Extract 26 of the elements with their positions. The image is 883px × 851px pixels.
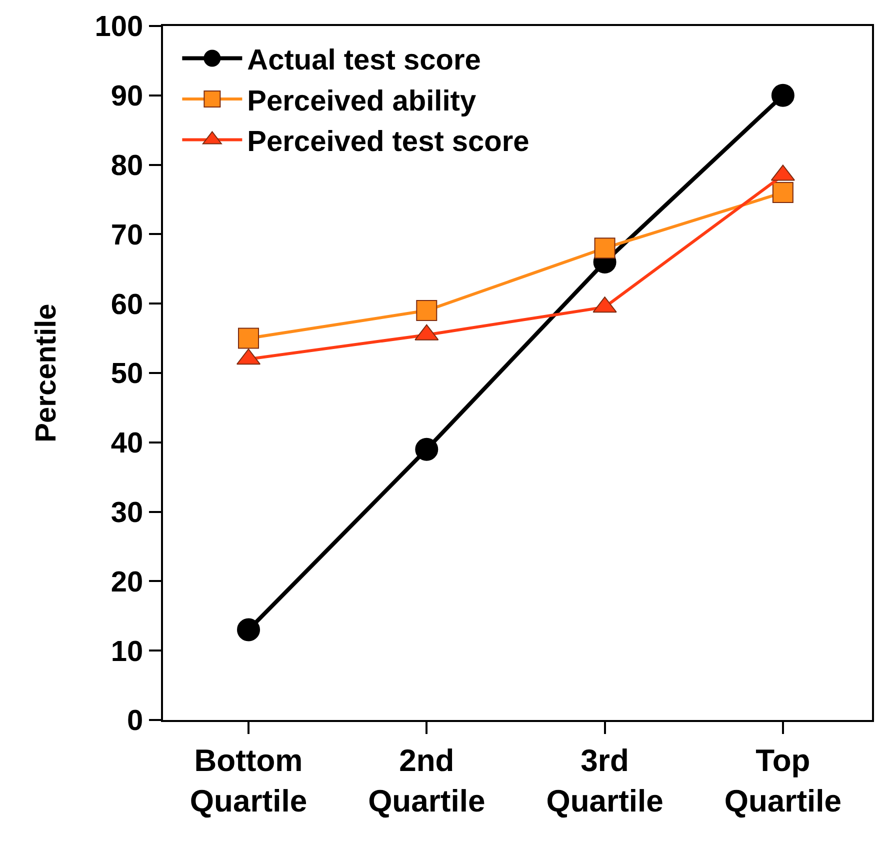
point	[771, 84, 794, 107]
x-tick-label: Top Quartile	[724, 743, 842, 818]
point	[594, 238, 616, 259]
y-tick-label: 90	[110, 80, 144, 113]
x-tick-label: Bottom Quartile	[190, 743, 308, 818]
point	[237, 618, 260, 642]
y-tick-label: 10	[110, 636, 144, 668]
y-tick-label: 40	[110, 428, 144, 460]
y-axis-title: Percentile	[30, 304, 63, 442]
y-tick-label: 80	[110, 150, 144, 182]
legend-label: Actual test score	[247, 44, 481, 77]
legend-label: Perceived test score	[247, 126, 530, 158]
point	[238, 328, 260, 349]
x-tick-label: 3rd Quartile	[546, 743, 664, 818]
y-tick-label: 50	[110, 358, 144, 390]
point	[772, 182, 794, 204]
y-tick-label: 0	[127, 705, 144, 738]
y-tick-label: 70	[110, 219, 144, 252]
y-tick-label: 20	[110, 566, 144, 598]
point	[415, 438, 438, 461]
y-tick-label: 30	[110, 496, 144, 529]
y-tick-label: 60	[110, 288, 144, 321]
x-tick-label: 2nd Quartile	[368, 743, 486, 818]
point	[416, 300, 438, 322]
legend-label: Perceived ability	[247, 85, 476, 118]
y-tick-label: 100	[94, 11, 144, 44]
